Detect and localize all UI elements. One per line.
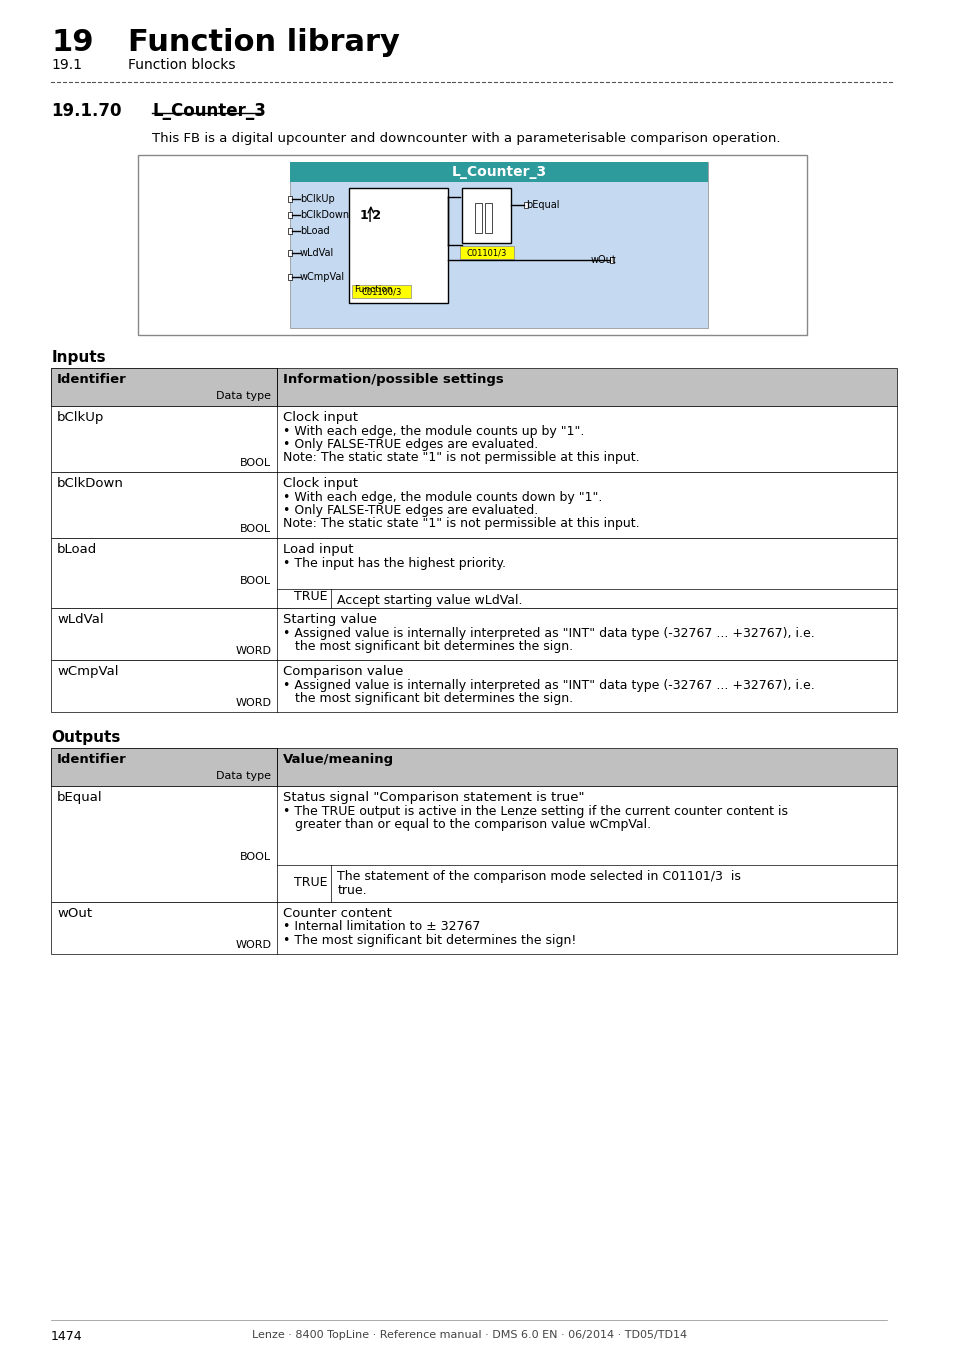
- Text: TRUE: TRUE: [294, 590, 327, 603]
- Text: wLdVal: wLdVal: [299, 248, 334, 258]
- Bar: [462, 188, 511, 243]
- Text: Function blocks: Function blocks: [128, 58, 235, 72]
- Text: Clock input: Clock input: [283, 410, 358, 424]
- Text: the most significant bit determines the sign.: the most significant bit determines the …: [283, 693, 573, 705]
- Text: C01101/3: C01101/3: [466, 248, 507, 258]
- Text: • Internal limitation to ± 32767: • Internal limitation to ± 32767: [283, 921, 480, 933]
- Text: wCmpVal: wCmpVal: [299, 271, 345, 282]
- Text: Information/possible settings: Information/possible settings: [283, 373, 503, 386]
- Text: • Assigned value is internally interpreted as "INT" data type (-32767 ... +32767: • Assigned value is internally interpret…: [283, 679, 814, 691]
- Text: wOut: wOut: [590, 255, 616, 265]
- Text: WORD: WORD: [235, 940, 272, 950]
- Text: bLoad: bLoad: [299, 225, 330, 236]
- Text: wCmpVal: wCmpVal: [57, 666, 118, 678]
- Text: BOOL: BOOL: [240, 576, 272, 586]
- Text: • With each edge, the module counts up by "1".: • With each edge, the module counts up b…: [283, 424, 584, 437]
- Bar: [51, 608, 896, 660]
- Bar: [51, 660, 896, 711]
- Bar: [484, 202, 492, 234]
- Text: Note: The static state "1" is not permissible at this input.: Note: The static state "1" is not permis…: [283, 451, 639, 464]
- Bar: [290, 162, 707, 182]
- Text: 19: 19: [51, 28, 93, 57]
- Text: 19.1.70: 19.1.70: [51, 103, 122, 120]
- Bar: [349, 188, 447, 302]
- Bar: [460, 246, 514, 259]
- Bar: [51, 369, 896, 406]
- Text: • Only FALSE-TRUE edges are evaluated.: • Only FALSE-TRUE edges are evaluated.: [283, 437, 538, 451]
- Bar: [288, 228, 292, 234]
- Text: true.: true.: [337, 884, 367, 896]
- Text: Counter content: Counter content: [283, 907, 392, 919]
- Text: • The TRUE output is active in the Lenze setting if the current counter content : • The TRUE output is active in the Lenze…: [283, 805, 787, 818]
- Bar: [288, 196, 292, 202]
- Text: Comparison value: Comparison value: [283, 666, 403, 678]
- Bar: [51, 539, 896, 608]
- Bar: [288, 212, 292, 217]
- Text: the most significant bit determines the sign.: the most significant bit determines the …: [283, 640, 573, 653]
- Text: Function: Function: [354, 285, 393, 294]
- Text: BOOL: BOOL: [240, 458, 272, 468]
- Text: Function library: Function library: [128, 28, 399, 57]
- Bar: [475, 202, 481, 234]
- Text: Accept starting value wLdVal.: Accept starting value wLdVal.: [337, 594, 522, 608]
- Text: • With each edge, the module counts down by "1".: • With each edge, the module counts down…: [283, 490, 602, 504]
- Bar: [51, 748, 896, 786]
- Text: This FB is a digital upcounter and downcounter with a parameterisable comparison: This FB is a digital upcounter and downc…: [152, 132, 781, 144]
- Bar: [609, 256, 613, 263]
- Text: bClkDown: bClkDown: [57, 477, 124, 490]
- Text: • Assigned value is internally interpreted as "INT" data type (-32767 ... +32767: • Assigned value is internally interpret…: [283, 626, 814, 640]
- Text: Note: The static state "1" is not permissible at this input.: Note: The static state "1" is not permis…: [283, 517, 639, 531]
- Text: wLdVal: wLdVal: [57, 613, 104, 626]
- Bar: [51, 902, 896, 954]
- Text: WORD: WORD: [235, 698, 272, 707]
- Text: Outputs: Outputs: [51, 730, 120, 745]
- Text: TRUE: TRUE: [294, 876, 327, 888]
- Text: greater than or equal to the comparison value wCmpVal.: greater than or equal to the comparison …: [283, 818, 651, 832]
- Text: Inputs: Inputs: [51, 350, 106, 365]
- Bar: [288, 274, 292, 279]
- Bar: [137, 155, 805, 335]
- Text: 19.1: 19.1: [51, 58, 82, 72]
- Text: bLoad: bLoad: [57, 543, 97, 556]
- Bar: [51, 369, 277, 406]
- Bar: [51, 786, 896, 902]
- Text: BOOL: BOOL: [240, 524, 272, 535]
- Text: bClkUp: bClkUp: [57, 410, 104, 424]
- Text: • Only FALSE-TRUE edges are evaluated.: • Only FALSE-TRUE edges are evaluated.: [283, 504, 538, 517]
- Text: 1474: 1474: [51, 1330, 83, 1343]
- Bar: [51, 472, 896, 539]
- Text: bEqual: bEqual: [57, 791, 103, 805]
- Text: wOut: wOut: [57, 907, 92, 919]
- Bar: [524, 202, 528, 208]
- Bar: [290, 162, 707, 328]
- Text: bClkUp: bClkUp: [299, 194, 335, 204]
- Text: • The input has the highest priority.: • The input has the highest priority.: [283, 556, 506, 570]
- Text: WORD: WORD: [235, 647, 272, 656]
- Text: Clock input: Clock input: [283, 477, 358, 490]
- Bar: [51, 748, 277, 786]
- Text: Data type: Data type: [216, 771, 272, 782]
- Text: L_Counter_3: L_Counter_3: [451, 165, 546, 180]
- Bar: [352, 285, 411, 298]
- Text: C01100/3: C01100/3: [361, 288, 401, 297]
- Text: L_Counter_3: L_Counter_3: [152, 103, 266, 120]
- Text: Lenze · 8400 TopLine · Reference manual · DMS 6.0 EN · 06/2014 · TD05/TD14: Lenze · 8400 TopLine · Reference manual …: [252, 1330, 686, 1341]
- Bar: [288, 250, 292, 256]
- Text: Identifier: Identifier: [57, 753, 127, 765]
- Text: Identifier: Identifier: [57, 373, 127, 386]
- Text: 1|2: 1|2: [359, 209, 381, 223]
- Text: Starting value: Starting value: [283, 613, 376, 626]
- Text: • The most significant bit determines the sign!: • The most significant bit determines th…: [283, 934, 576, 946]
- Text: BOOL: BOOL: [240, 852, 272, 863]
- Bar: [51, 406, 896, 472]
- Text: bClkDown: bClkDown: [299, 211, 349, 220]
- Text: bEqual: bEqual: [526, 200, 559, 211]
- Text: Load input: Load input: [283, 543, 354, 556]
- Text: Status signal "Comparison statement is true": Status signal "Comparison statement is t…: [283, 791, 584, 805]
- Text: The statement of the comparison mode selected in C01101/3  is: The statement of the comparison mode sel…: [337, 869, 740, 883]
- Text: Data type: Data type: [216, 392, 272, 401]
- Text: Value/meaning: Value/meaning: [283, 753, 394, 765]
